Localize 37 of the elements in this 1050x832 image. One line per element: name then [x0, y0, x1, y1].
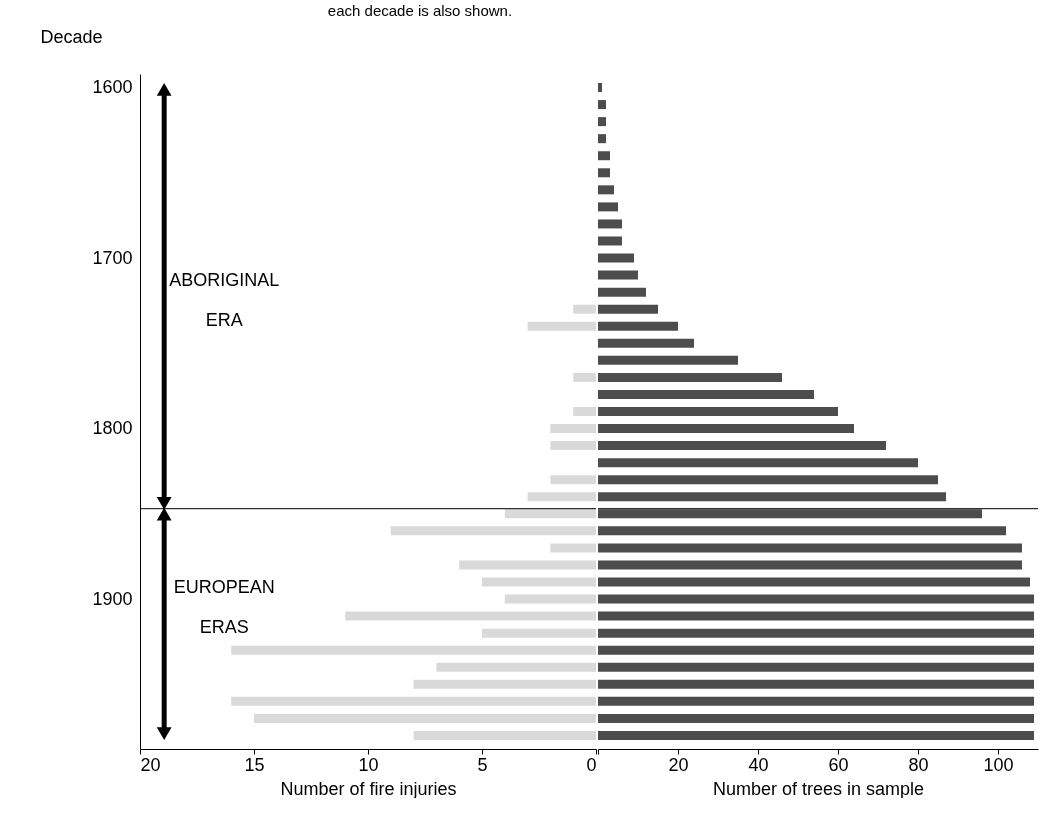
y-tick-label: 1600	[92, 77, 133, 98]
x-tick-label: 0	[586, 754, 597, 775]
bar	[598, 458, 918, 468]
bar	[598, 287, 646, 297]
x-tick-label: 5	[477, 754, 488, 775]
bar	[598, 338, 694, 348]
y-tick-label: 1700	[92, 247, 133, 268]
x-axis-title: Number of fire injuries	[280, 778, 457, 799]
bar	[598, 202, 618, 212]
x-tick-label: 20	[140, 754, 161, 775]
text: each decade is also shown.	[326, 2, 514, 19]
x-tick-label: 40	[748, 754, 769, 775]
bar	[598, 151, 610, 161]
x-tick-label: 10	[358, 754, 379, 775]
bar	[598, 389, 814, 399]
x-tick-label: 80	[908, 754, 929, 775]
y-tick-label: 1900	[92, 588, 133, 609]
bar	[598, 253, 634, 263]
bar	[598, 270, 638, 280]
bar	[598, 219, 622, 229]
annotation: ABORIGINAL ERA	[169, 270, 280, 331]
y-tick-label: 1800	[92, 418, 133, 439]
bar	[598, 236, 622, 246]
bar	[598, 100, 606, 110]
bar	[598, 168, 610, 178]
x-axis-title: Number of trees in sample	[712, 778, 925, 799]
x-tick-label: 20	[668, 754, 689, 775]
bar	[598, 355, 738, 365]
annotation: EUROPEAN ERAS	[173, 576, 275, 637]
bar	[598, 117, 606, 127]
x-tick-label: 15	[244, 754, 265, 775]
x-tick-label: 60	[828, 754, 849, 775]
bar	[598, 134, 606, 144]
bar	[598, 185, 614, 195]
x-tick-label: 100	[983, 754, 1014, 775]
y-axis-title: Decade	[40, 26, 103, 47]
bar	[598, 83, 602, 93]
